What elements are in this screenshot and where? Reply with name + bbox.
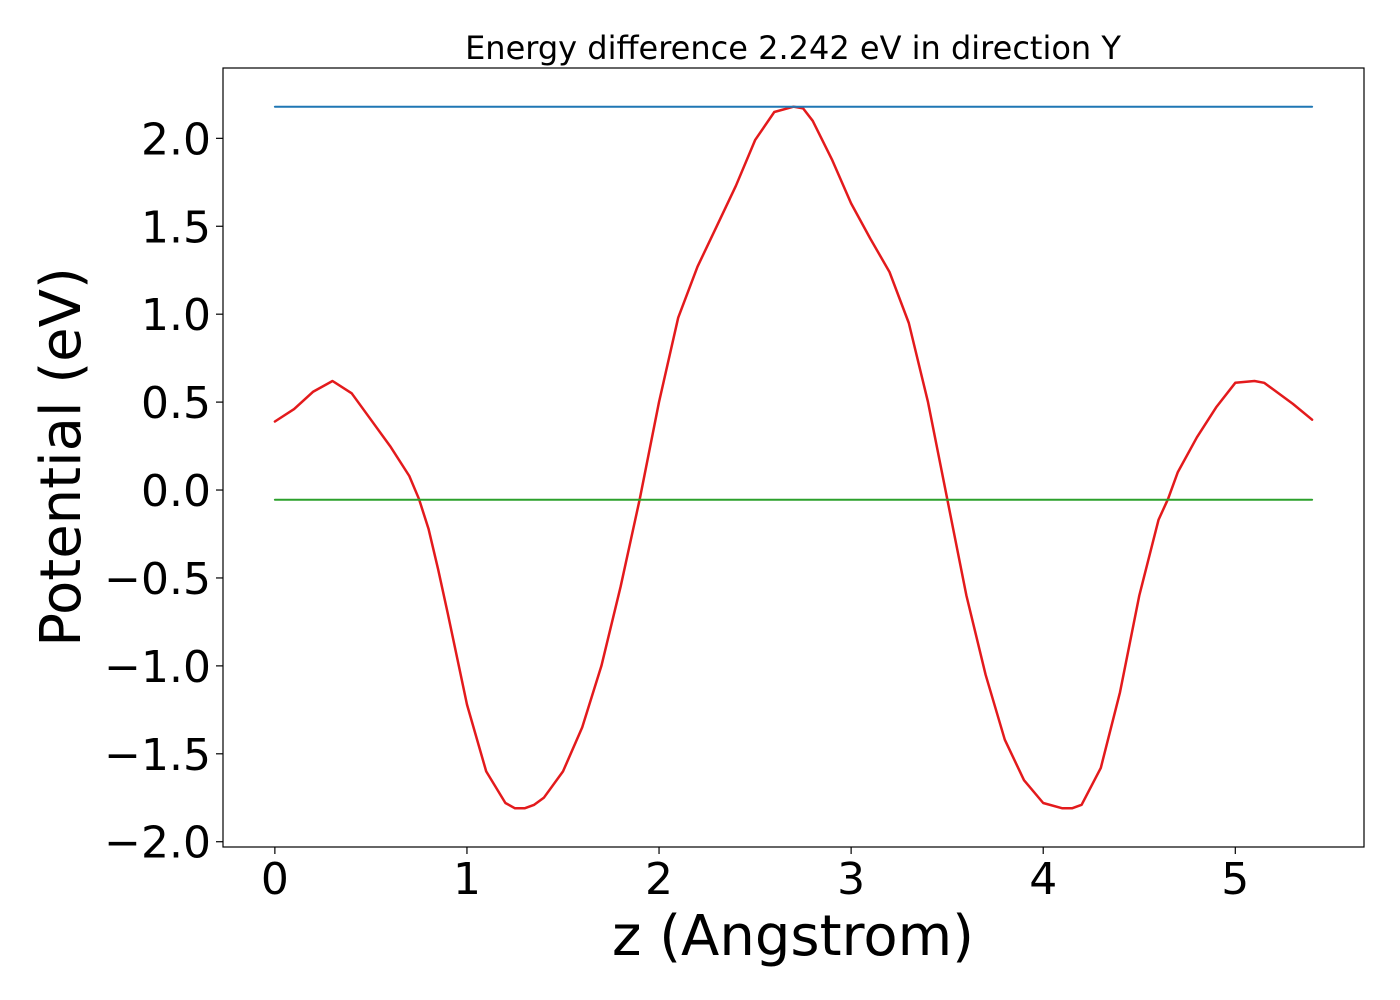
x-axis: 0 1 2 3 4 5 xyxy=(261,847,1249,905)
plot-frame xyxy=(222,67,1365,848)
y-axis: −2.0 −1.5 −1.0 −0.5 0.0 0.5 1.0 1.5 2.0 xyxy=(104,114,223,869)
y-tick-label: −1.5 xyxy=(104,730,211,781)
y-tick-label: 0.5 xyxy=(141,378,211,429)
chart-title: Energy difference 2.242 eV in direction … xyxy=(465,29,1121,67)
y-tick-label: −2.0 xyxy=(104,818,211,869)
x-tick-label: 3 xyxy=(837,854,865,905)
y-axis-label: Potential (eV) xyxy=(29,267,94,647)
x-tick-label: 5 xyxy=(1221,854,1249,905)
x-tick-label: 0 xyxy=(261,854,289,905)
y-tick-label: 0.0 xyxy=(141,466,211,517)
x-tick-label: 2 xyxy=(645,854,673,905)
y-tick-label: 2.0 xyxy=(141,114,211,165)
x-axis-label: z (Angstrom) xyxy=(612,904,974,969)
y-tick-label: −1.0 xyxy=(104,642,211,693)
y-tick-label: 1.0 xyxy=(141,290,211,341)
plot-area xyxy=(222,67,1365,848)
x-tick-label: 1 xyxy=(453,854,481,905)
x-tick-label: 4 xyxy=(1029,854,1057,905)
series-layer xyxy=(273,105,1314,810)
y-tick-label: 1.5 xyxy=(141,202,211,253)
y-tick-label: −0.5 xyxy=(104,554,211,605)
